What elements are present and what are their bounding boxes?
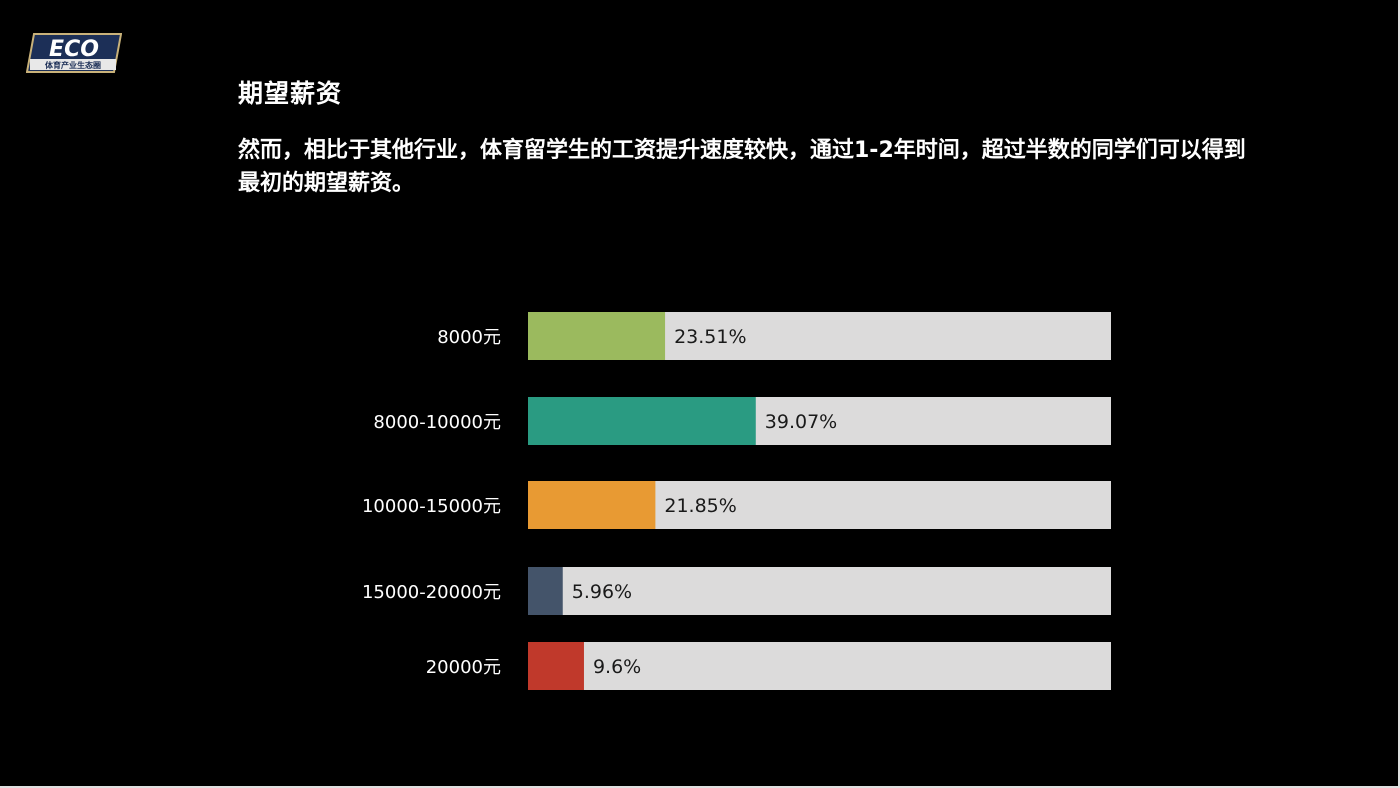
- value-label: 39.07%: [765, 411, 837, 433]
- bar: [528, 481, 656, 529]
- value-label: 9.6%: [593, 656, 641, 678]
- bar-track: [528, 567, 1111, 615]
- logo-wordmark: ECO: [49, 37, 99, 62]
- page-description: 然而，相比于其他行业，体育留学生的工资提升速度较快，通过1-2年时间，超过半数的…: [238, 138, 1246, 196]
- eco-logo: ECO 体育产业生态圈: [26, 32, 122, 74]
- category-label: 15000-20000元: [362, 582, 501, 603]
- bar: [528, 397, 756, 445]
- category-label: 8000元: [437, 327, 501, 348]
- eco-logo-graphic: ECO 体育产业生态圈: [26, 33, 122, 73]
- bar-track: [528, 642, 1111, 690]
- frame-border-right: [1398, 0, 1400, 788]
- page-title: 期望薪资: [238, 79, 343, 108]
- category-label: 10000-15000元: [362, 496, 501, 517]
- value-label: 21.85%: [664, 495, 736, 517]
- category-label: 20000元: [426, 657, 501, 678]
- category-label: 8000-10000元: [373, 412, 501, 433]
- frame-border-bottom: [0, 786, 1400, 788]
- bar: [528, 567, 563, 615]
- value-label: 23.51%: [674, 326, 746, 348]
- value-label: 5.96%: [572, 581, 632, 603]
- bar: [528, 312, 666, 360]
- bar: [528, 642, 584, 690]
- logo-tagline: 体育产业生态圈: [45, 60, 101, 70]
